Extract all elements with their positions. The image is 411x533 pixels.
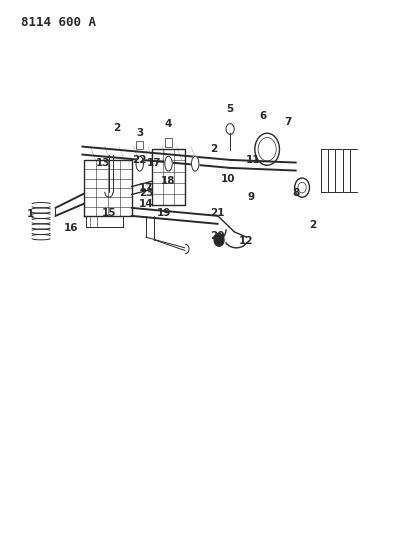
Text: 17: 17: [139, 183, 153, 192]
Text: 2: 2: [309, 220, 316, 230]
Text: 4: 4: [164, 119, 171, 128]
Text: 20: 20: [210, 231, 224, 240]
Text: 14: 14: [139, 199, 153, 208]
Text: 19: 19: [157, 208, 171, 218]
Text: 1: 1: [27, 209, 35, 219]
Text: 8114 600 A: 8114 600 A: [21, 16, 95, 29]
Bar: [136, 141, 143, 149]
Text: 16: 16: [63, 223, 78, 233]
Bar: [165, 138, 172, 147]
Text: 8: 8: [292, 188, 300, 198]
Ellipse shape: [165, 156, 172, 171]
Text: 3: 3: [136, 128, 143, 138]
Circle shape: [214, 233, 224, 246]
Text: 5: 5: [226, 104, 234, 114]
Text: 21: 21: [210, 208, 224, 218]
Text: 2: 2: [210, 144, 217, 154]
Ellipse shape: [192, 156, 199, 171]
Ellipse shape: [136, 156, 143, 171]
Text: 6: 6: [259, 111, 267, 121]
Text: 10: 10: [221, 174, 236, 183]
Text: 7: 7: [284, 117, 291, 126]
Text: 11: 11: [245, 155, 260, 165]
Text: 2: 2: [113, 123, 121, 133]
Text: 15: 15: [102, 208, 116, 218]
Text: 18: 18: [161, 176, 176, 186]
Text: 23: 23: [139, 188, 153, 198]
Text: 17: 17: [147, 158, 162, 167]
Text: 13: 13: [95, 158, 110, 167]
Text: 22: 22: [132, 155, 147, 165]
Text: 12: 12: [238, 236, 253, 246]
Text: 9: 9: [247, 192, 254, 202]
